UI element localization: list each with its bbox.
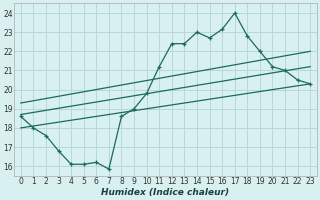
X-axis label: Humidex (Indice chaleur): Humidex (Indice chaleur) [101,188,229,197]
